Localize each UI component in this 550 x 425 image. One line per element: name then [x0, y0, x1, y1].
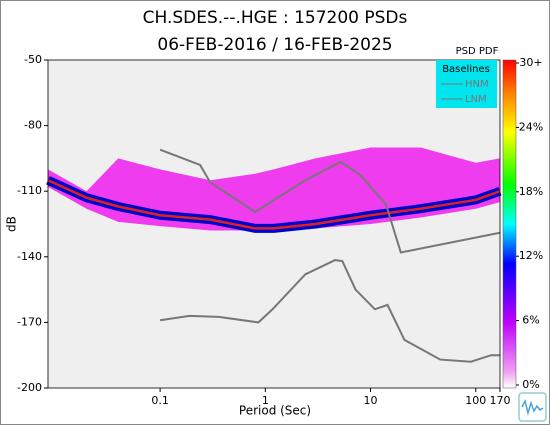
baseline-line [159, 148, 501, 254]
y-tick-label: -170 [17, 315, 42, 328]
y-tick-label: -200 [17, 381, 42, 394]
x-tick-label: 1 [262, 394, 269, 407]
y-tick-label: -140 [17, 250, 42, 263]
x-axis-label: Period (Sec) [239, 404, 311, 418]
y-axis-label: dB [5, 216, 19, 232]
colorbar-tick-label: 0% [522, 378, 539, 391]
legend-label: HNM [465, 79, 489, 90]
colorbar-tick-label: 12% [519, 249, 543, 262]
chart-title: CH.SDES.--.HGE : 157200 PSDs [143, 8, 408, 28]
colorbar [502, 59, 517, 389]
colorbar-tick-label: 6% [522, 314, 539, 327]
colorbar-title: PSD PDF [456, 46, 499, 57]
y-tick-label: -80 [24, 119, 42, 132]
colorbar-tick-label: 30+ [519, 56, 542, 69]
y-tick-label: -110 [17, 184, 42, 197]
baseline-line [159, 259, 500, 363]
colorbar-tick-label: 24% [519, 120, 543, 133]
x-tick-label: 10 [364, 394, 378, 407]
legend-label: LNM [465, 94, 487, 105]
x-tick-label: 170 [490, 394, 511, 407]
pdf-ridge [47, 179, 501, 230]
x-tick-label: 0.1 [151, 394, 169, 407]
y-tick-label: -50 [24, 53, 42, 66]
x-tick-label: 100 [465, 394, 486, 407]
plot-border [47, 59, 501, 389]
colorbar-tick-label: 18% [519, 185, 543, 198]
chart-subtitle: 06-FEB-2016 / 16-FEB-2025 [157, 35, 392, 55]
legend-title: Baselines [442, 64, 490, 75]
legend: Baselines HNM LNM [436, 60, 497, 108]
logo [518, 392, 547, 422]
